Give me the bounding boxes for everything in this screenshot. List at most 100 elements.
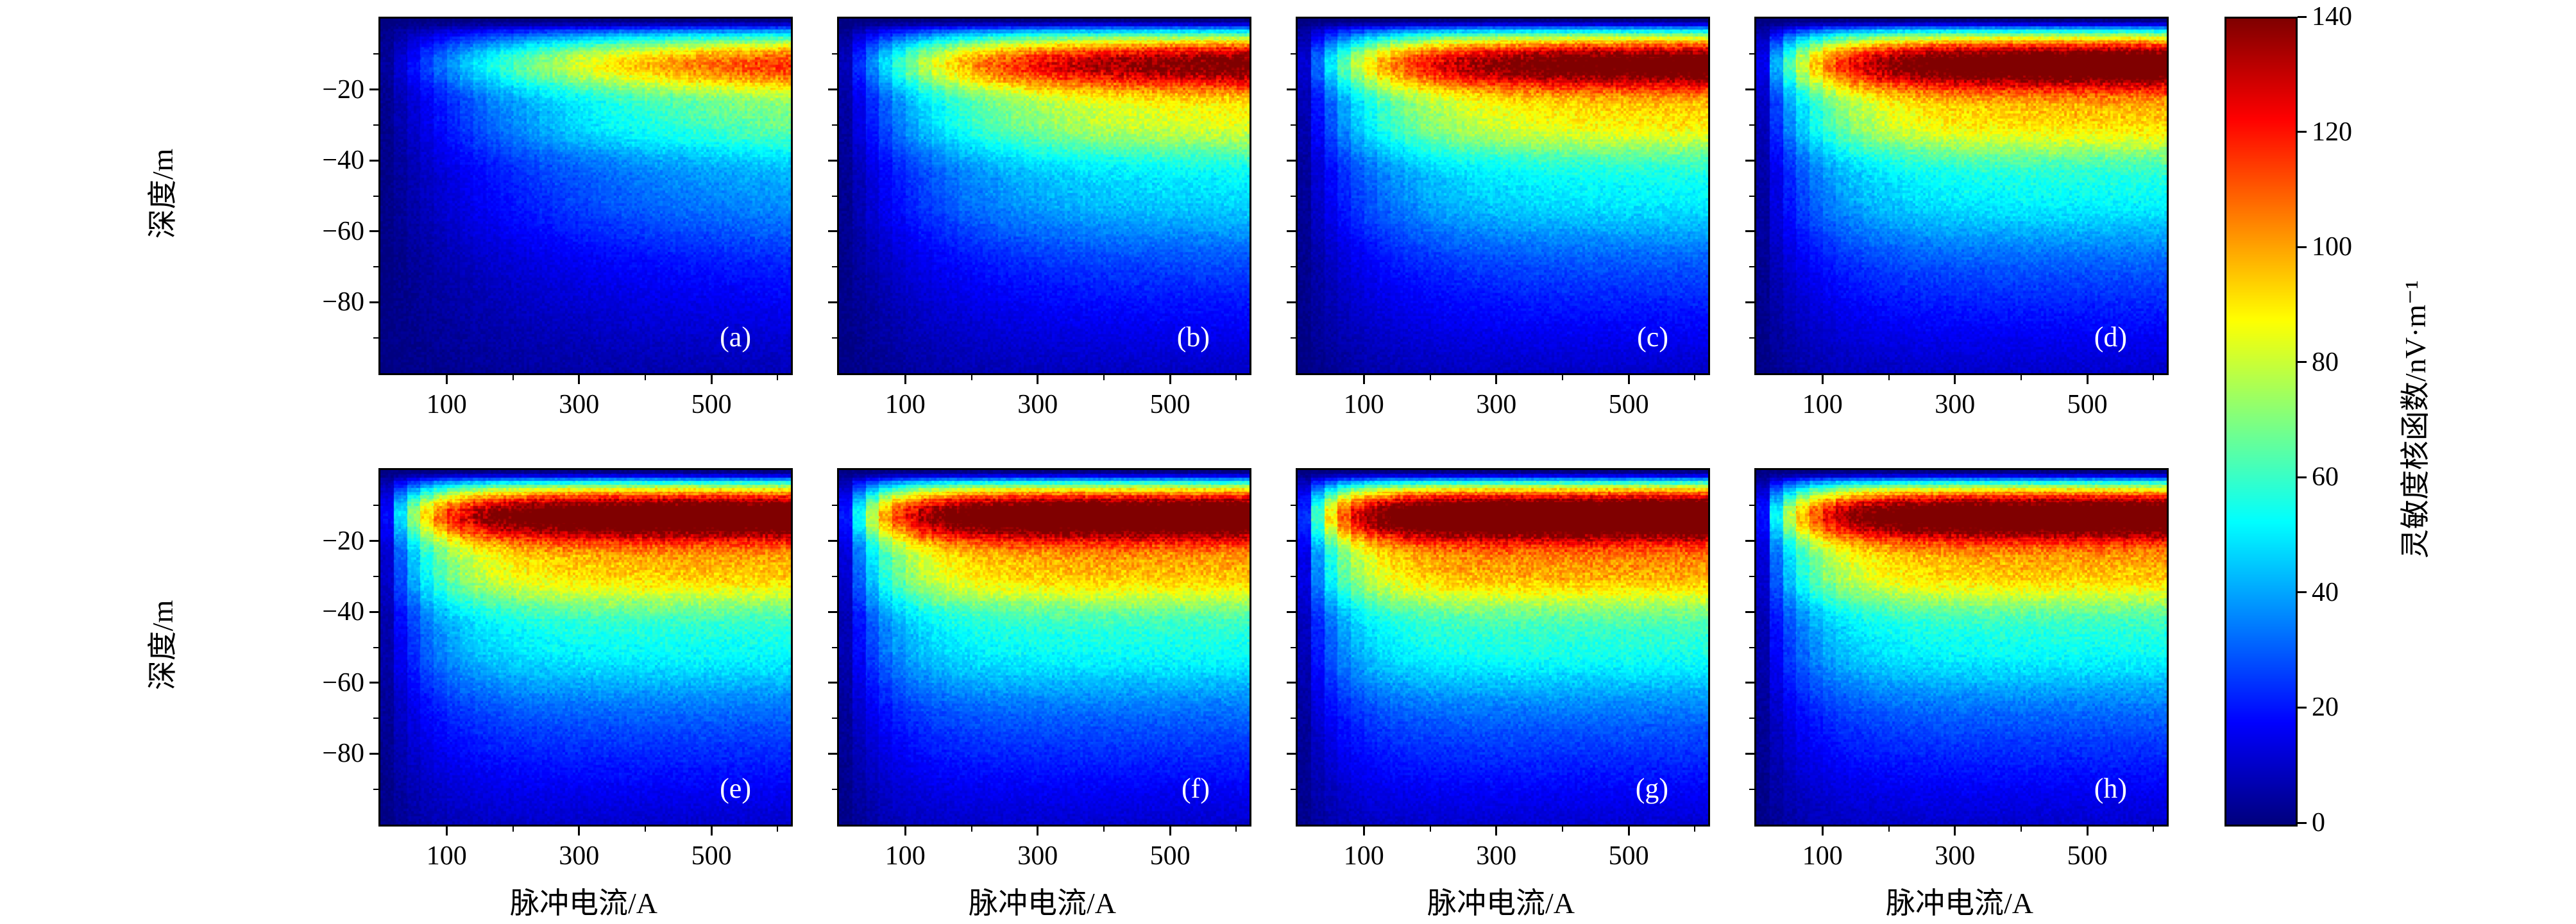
y-tick-mark bbox=[828, 610, 837, 613]
y-tick-mark bbox=[1287, 159, 1296, 162]
panel-label-b: (b) bbox=[1176, 321, 1210, 353]
x-tick-label: 300 bbox=[559, 841, 600, 871]
y-minor-tick-mark bbox=[832, 575, 837, 577]
y-minor-tick-mark bbox=[373, 718, 378, 719]
panel-label-e: (e) bbox=[720, 773, 751, 804]
y-minor-tick-mark bbox=[832, 646, 837, 648]
x-tick-label: 100 bbox=[1802, 841, 1843, 871]
x-tick-label: 500 bbox=[1608, 841, 1649, 871]
y-tick-mark bbox=[1287, 88, 1296, 91]
heatmap-canvas-f bbox=[839, 470, 1250, 825]
colorbar-tick-label: 80 bbox=[2312, 347, 2339, 377]
colorbar-tick-mark bbox=[2298, 706, 2307, 709]
y-minor-tick-mark bbox=[1291, 505, 1296, 507]
x-minor-tick-mark bbox=[1561, 375, 1563, 380]
x-tick-mark bbox=[1362, 827, 1365, 836]
x-tick-mark bbox=[445, 375, 448, 384]
x-tick-label: 100 bbox=[426, 841, 467, 871]
heatmap-canvas-g bbox=[1298, 470, 1708, 825]
y-tick-mark bbox=[828, 230, 837, 233]
x-minor-tick-mark bbox=[1429, 827, 1431, 832]
colorbar-tick-mark bbox=[2298, 361, 2307, 364]
heatmap-panel-g: (g) 100 300 500 bbox=[1287, 468, 1710, 871]
y-minor-tick-mark bbox=[1749, 124, 1754, 126]
colorbar-tick-label: 40 bbox=[2312, 577, 2339, 607]
x-axis-label-col1: 脉冲电流/A bbox=[510, 887, 657, 920]
y-tick-mark bbox=[1745, 159, 1754, 162]
panel-label-d: (d) bbox=[2094, 321, 2127, 353]
y-tick-mark bbox=[1745, 230, 1754, 233]
heatmap-canvas-h bbox=[1756, 470, 2167, 825]
y-minor-tick-mark bbox=[1291, 788, 1296, 790]
y-minor-tick-mark bbox=[1291, 195, 1296, 197]
y-tick-mark bbox=[369, 230, 378, 233]
x-tick-label: 500 bbox=[691, 841, 732, 871]
x-minor-tick-mark bbox=[2020, 827, 2022, 832]
y-tick-mark bbox=[369, 610, 378, 613]
x-tick-label: 300 bbox=[1476, 390, 1517, 419]
x-tick-label: 500 bbox=[1608, 390, 1649, 419]
panel-label-c: (c) bbox=[1637, 321, 1668, 353]
x-tick-label: 300 bbox=[1935, 390, 1976, 419]
x-tick-label: 100 bbox=[1343, 841, 1384, 871]
x-tick-mark bbox=[1037, 375, 1039, 384]
colorbar-tick-mark bbox=[2298, 591, 2307, 594]
x-minor-tick-mark bbox=[512, 375, 514, 380]
x-minor-tick-mark bbox=[1694, 827, 1696, 832]
x-tick-mark bbox=[1495, 827, 1498, 836]
heatmap-panel-b: (b) 100 300 500 bbox=[828, 17, 1251, 419]
colorbar-tick-label: 20 bbox=[2312, 693, 2339, 723]
x-tick-mark bbox=[578, 827, 580, 836]
heatmap-panel-h: (h) 100 300 500 bbox=[1745, 468, 2169, 871]
y-tick-mark bbox=[1287, 682, 1296, 684]
heatmap-panel-f: (f) 100 300 500 bbox=[828, 468, 1251, 871]
x-tick-label: 500 bbox=[2067, 841, 2108, 871]
y-minor-tick-mark bbox=[1749, 646, 1754, 648]
colorbar-tick-mark bbox=[2298, 131, 2307, 133]
x-minor-tick-mark bbox=[1429, 375, 1431, 380]
x-minor-tick-mark bbox=[1103, 827, 1105, 832]
x-minor-tick-mark bbox=[512, 827, 514, 832]
x-axis-label-col3: 脉冲电流/A bbox=[1427, 887, 1575, 920]
y-minor-tick-mark bbox=[832, 124, 837, 126]
y-tick-mark bbox=[828, 540, 837, 542]
x-axis-label-col4: 脉冲电流/A bbox=[1886, 887, 2033, 920]
y-tick-label: −40 bbox=[322, 597, 364, 627]
y-tick-mark bbox=[1745, 610, 1754, 613]
x-minor-tick-mark bbox=[2020, 375, 2022, 380]
x-tick-label: 300 bbox=[559, 390, 600, 419]
panel-label-f: (f) bbox=[1182, 773, 1210, 804]
y-minor-tick-mark bbox=[832, 788, 837, 790]
y-tick-mark bbox=[828, 752, 837, 755]
y-minor-tick-mark bbox=[1749, 53, 1754, 55]
y-minor-tick-mark bbox=[373, 505, 378, 507]
heatmap-panel-a: (a) 100 300 500 −20 −40 −60 −80 bbox=[322, 17, 793, 419]
panel-label-a: (a) bbox=[720, 321, 751, 353]
x-tick-label: 500 bbox=[2067, 390, 2108, 419]
x-tick-mark bbox=[904, 827, 906, 836]
x-minor-tick-mark bbox=[2153, 827, 2155, 832]
x-tick-mark bbox=[1169, 827, 1171, 836]
y-minor-tick-mark bbox=[373, 266, 378, 268]
x-minor-tick-mark bbox=[777, 827, 779, 832]
y-minor-tick-mark bbox=[373, 124, 378, 126]
y-minor-tick-mark bbox=[1749, 266, 1754, 268]
x-minor-tick-mark bbox=[1888, 827, 1890, 832]
y-minor-tick-mark bbox=[373, 788, 378, 790]
y-tick-mark bbox=[1745, 682, 1754, 684]
x-tick-mark bbox=[2086, 375, 2089, 384]
x-tick-mark bbox=[1495, 375, 1498, 384]
heatmap-canvas-d bbox=[1756, 19, 2167, 373]
colorbar-tick-mark bbox=[2298, 15, 2307, 18]
x-minor-tick-mark bbox=[970, 375, 972, 380]
colorbar-label: 灵敏度核函数/nV·m⁻¹ bbox=[2399, 280, 2432, 559]
x-minor-tick-mark bbox=[1103, 375, 1105, 380]
colorbar-tick-label: 0 bbox=[2312, 807, 2325, 837]
x-minor-tick-mark bbox=[970, 827, 972, 832]
y-tick-mark bbox=[1745, 752, 1754, 755]
y-tick-label: −20 bbox=[322, 74, 364, 105]
heatmap-canvas-e bbox=[380, 470, 791, 825]
y-tick-mark bbox=[369, 301, 378, 303]
y-tick-mark bbox=[369, 682, 378, 684]
